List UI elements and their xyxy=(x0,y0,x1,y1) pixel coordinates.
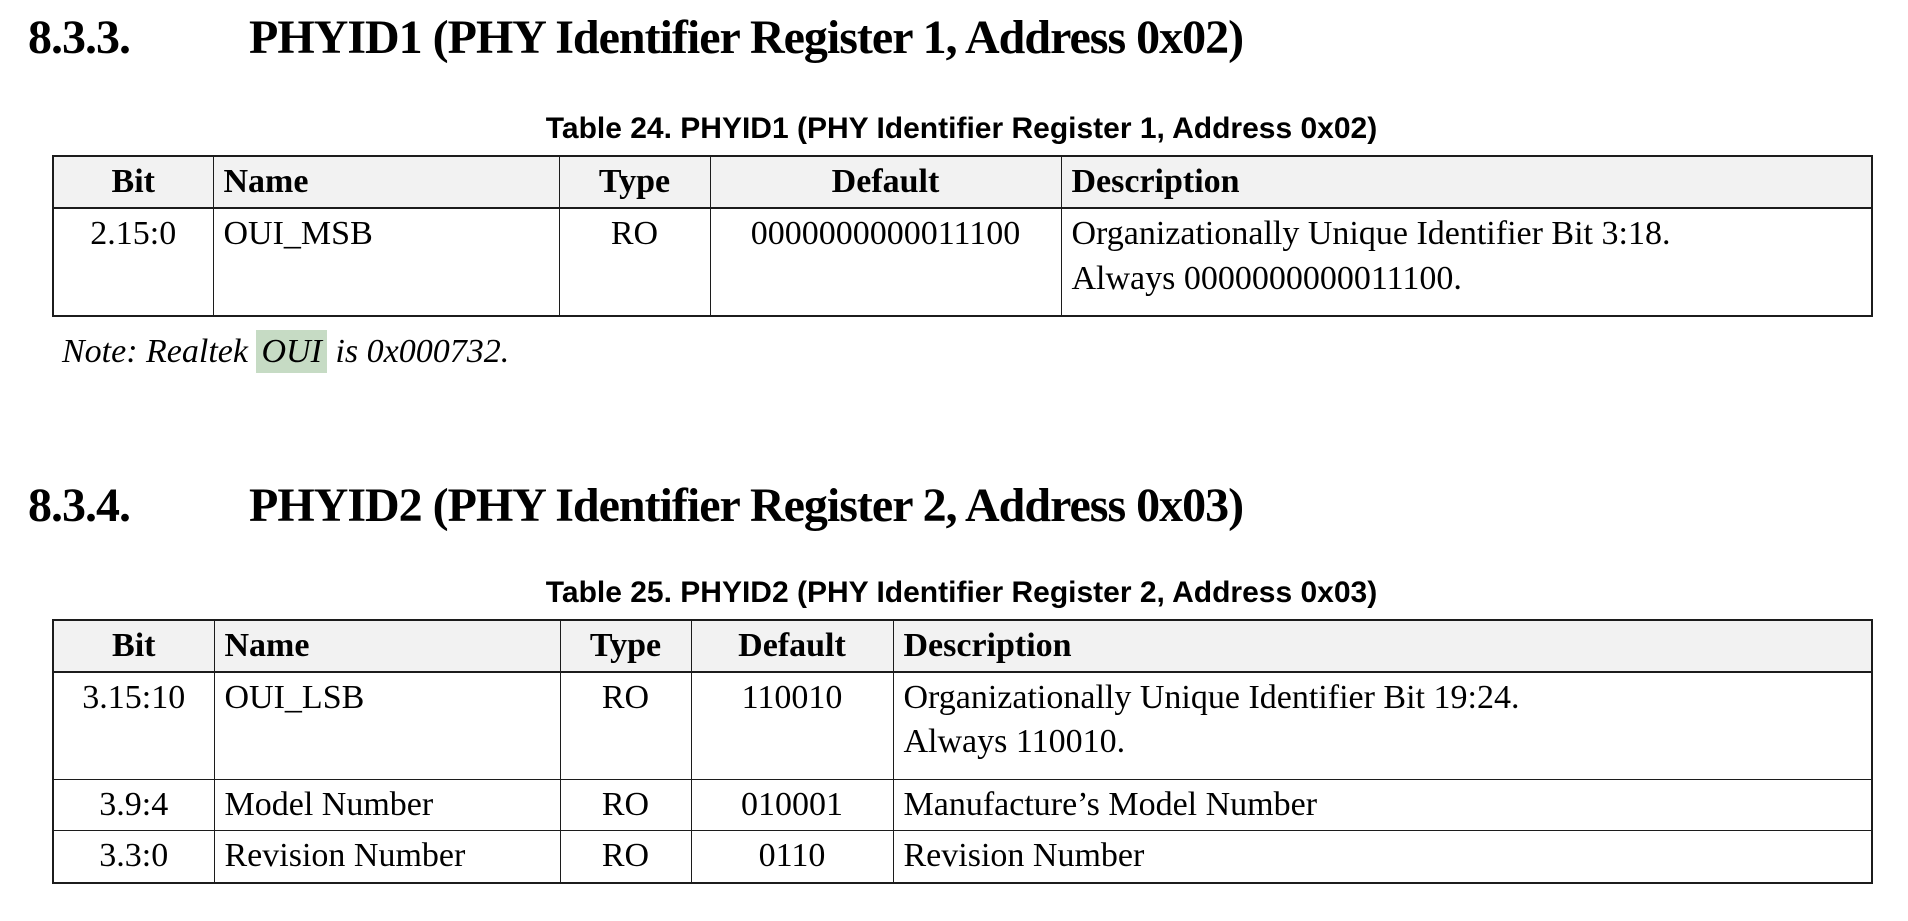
table-note: Note: Realtek OUI is 0x000732. xyxy=(62,330,1908,374)
cell-type: RO xyxy=(559,779,692,832)
column-header-name: Name xyxy=(213,619,561,674)
table-row: 2.15:0 OUI_MSB RO 0000000000011100 Organ… xyxy=(52,207,1873,317)
column-header-default: Default xyxy=(690,619,894,674)
column-header-type: Type xyxy=(558,155,711,210)
description-line: Always 0000000000011100. xyxy=(1071,259,1462,297)
heading-title: PHYID1 (PHY Identifier Register 1, Addre… xyxy=(249,11,1244,64)
column-header-default: Default xyxy=(709,155,1062,210)
description-line: Manufacture’s Model Number xyxy=(903,786,1318,824)
register-table-phyid2: Bit Name Type Default Description 3.15:1… xyxy=(52,619,1873,884)
cell-bit: 2.15:0 xyxy=(52,207,214,317)
section-phyid2: 8.3.4. PHYID2 (PHY Identifier Register 2… xyxy=(0,478,1908,884)
table-header-row: Bit Name Type Default Description xyxy=(52,619,1873,674)
column-header-description: Description xyxy=(892,619,1873,674)
cell-type: RO xyxy=(559,830,692,884)
column-header-name: Name xyxy=(212,155,560,210)
table-header-row: Bit Name Type Default Description xyxy=(52,155,1873,210)
cell-default: 0110 xyxy=(690,830,894,884)
column-header-bit: Bit xyxy=(52,619,215,674)
table-caption: Table 24. PHYID1 (PHY Identifier Registe… xyxy=(545,112,1378,146)
cell-description: Organizationally Unique Identifier Bit 1… xyxy=(892,671,1873,781)
cell-type: RO xyxy=(558,207,711,317)
section-heading: 8.3.4. PHYID2 (PHY Identifier Register 2… xyxy=(28,478,1908,533)
table-row: 3.15:10 OUI_LSB RO 110010 Organizational… xyxy=(52,671,1873,781)
cell-name: OUI_MSB xyxy=(212,207,560,317)
table-row: 3.3:0 Revision Number RO 0110 Revision N… xyxy=(52,830,1873,884)
heading-number: 8.3.3. xyxy=(28,11,131,64)
note-highlighted-term: OUI xyxy=(256,330,327,374)
description-line: Always 110010. xyxy=(903,723,1126,761)
table-row: 3.9:4 Model Number RO 010001 Manufacture… xyxy=(52,779,1873,832)
register-table-phyid1: Bit Name Type Default Description 2.15:0… xyxy=(52,155,1873,318)
description-line: Organizationally Unique Identifier Bit 1… xyxy=(903,679,1520,717)
cell-name: Revision Number xyxy=(213,830,561,884)
cell-description: Revision Number xyxy=(892,830,1873,884)
cell-description: Manufacture’s Model Number xyxy=(892,779,1873,832)
column-header-description: Description xyxy=(1060,155,1873,210)
note-prefix: Note: Realtek xyxy=(62,333,257,371)
cell-description: Organizationally Unique Identifier Bit 3… xyxy=(1060,207,1873,317)
note-suffix: is 0x000732. xyxy=(326,333,510,371)
cell-default: 010001 xyxy=(690,779,894,832)
cell-type: RO xyxy=(559,671,692,781)
cell-bit: 3.3:0 xyxy=(52,830,215,884)
cell-name: OUI_LSB xyxy=(213,671,561,781)
column-header-type: Type xyxy=(559,619,692,674)
table-caption: Table 25. PHYID2 (PHY Identifier Registe… xyxy=(545,576,1378,610)
document-page: 8.3.3. PHYID1 (PHY Identifier Register 1… xyxy=(0,10,1908,884)
heading-number: 8.3.4. xyxy=(28,478,131,532)
section-heading: 8.3.3. PHYID1 (PHY Identifier Register 1… xyxy=(28,10,1908,65)
section-phyid1: 8.3.3. PHYID1 (PHY Identifier Register 1… xyxy=(0,10,1908,374)
cell-name: Model Number xyxy=(213,779,561,832)
heading-title: PHYID2 (PHY Identifier Register 2, Addre… xyxy=(249,478,1244,532)
column-header-bit: Bit xyxy=(52,155,214,210)
cell-bit: 3.15:10 xyxy=(52,671,215,781)
cell-default: 110010 xyxy=(690,671,894,781)
cell-bit: 3.9:4 xyxy=(52,779,215,832)
cell-default: 0000000000011100 xyxy=(709,207,1062,317)
description-line: Organizationally Unique Identifier Bit 3… xyxy=(1071,215,1671,253)
description-line: Revision Number xyxy=(903,837,1145,875)
